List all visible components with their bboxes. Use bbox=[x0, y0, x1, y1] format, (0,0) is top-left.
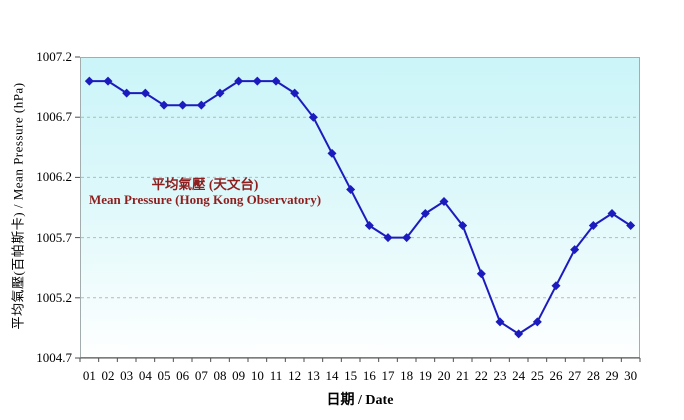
data-point-marker bbox=[607, 209, 617, 219]
x-tick-label: 13 bbox=[306, 368, 320, 383]
x-tick-label: 30 bbox=[624, 368, 638, 383]
y-tick-label: 1004.7 bbox=[36, 350, 72, 365]
data-point-marker bbox=[346, 184, 356, 194]
data-point-marker bbox=[327, 148, 337, 158]
x-tick-label: 10 bbox=[250, 368, 264, 383]
x-tick-label: 12 bbox=[288, 368, 302, 383]
data-point-marker bbox=[252, 76, 262, 86]
data-point-marker bbox=[588, 221, 598, 231]
data-point-marker bbox=[103, 76, 113, 86]
data-point-marker bbox=[234, 76, 244, 86]
x-axis-title: 日期 / Date bbox=[326, 393, 394, 408]
y-tick-label: 1006.7 bbox=[36, 109, 72, 125]
x-tick-label: 01 bbox=[82, 368, 96, 383]
data-point-marker bbox=[439, 196, 449, 206]
x-tick-label: 05 bbox=[157, 368, 171, 383]
y-tick-label: 1005.2 bbox=[36, 289, 72, 305]
data-point-marker bbox=[458, 221, 468, 231]
x-tick-label: 25 bbox=[530, 368, 544, 383]
x-tick-label: 17 bbox=[381, 368, 395, 383]
data-point-marker bbox=[364, 221, 374, 231]
x-tick-label: 04 bbox=[138, 368, 152, 383]
data-point-marker bbox=[308, 112, 318, 122]
x-tick-label: 19 bbox=[418, 368, 432, 383]
series-annotation: 平均氣壓 (天文台) Mean Pressure (Hong Kong Obse… bbox=[89, 177, 321, 207]
x-tick-label: 03 bbox=[120, 368, 134, 383]
data-point-marker bbox=[420, 209, 430, 219]
data-point-marker bbox=[551, 281, 561, 291]
x-tick-label: 21 bbox=[456, 368, 470, 383]
data-point-marker bbox=[290, 88, 300, 98]
y-tick-label: 1006.2 bbox=[36, 169, 72, 185]
x-tick-label: 14 bbox=[325, 368, 339, 383]
x-tick-label: 07 bbox=[194, 368, 208, 383]
data-point-marker bbox=[84, 76, 94, 86]
x-tick-label: 23 bbox=[493, 368, 507, 383]
data-point-marker bbox=[514, 329, 524, 339]
pressure-line bbox=[88, 80, 632, 335]
x-tick-label: 26 bbox=[549, 368, 563, 383]
x-tick-label: 06 bbox=[176, 368, 190, 383]
y-tick-label: 1005.7 bbox=[36, 229, 72, 245]
x-tick-label: 24 bbox=[512, 368, 526, 383]
annotation-line-zh: 平均氣壓 (天文台) bbox=[151, 177, 259, 192]
x-tick-label: 08 bbox=[213, 368, 227, 383]
x-tick-label: 29 bbox=[605, 368, 619, 383]
data-point-marker bbox=[140, 88, 150, 98]
x-tick-label: 16 bbox=[362, 368, 376, 383]
data-point-marker bbox=[383, 233, 393, 243]
annotation-line-en: Mean Pressure (Hong Kong Observatory) bbox=[88, 192, 322, 207]
data-point-marker bbox=[215, 88, 225, 98]
data-point-marker bbox=[196, 100, 206, 110]
data-point-marker bbox=[570, 245, 580, 255]
data-point-marker bbox=[271, 76, 281, 86]
x-tick-label: 18 bbox=[400, 368, 414, 383]
x-tick-label: 28 bbox=[586, 368, 600, 383]
x-tick-label: 20 bbox=[437, 368, 451, 383]
x-tick-label: 27 bbox=[568, 368, 582, 383]
data-point-marker bbox=[122, 88, 132, 98]
data-point-marker bbox=[402, 233, 412, 243]
data-point-marker bbox=[159, 100, 169, 110]
data-point-marker bbox=[178, 100, 188, 110]
x-tick-label: 09 bbox=[232, 368, 246, 383]
x-tick-label: 15 bbox=[344, 368, 358, 383]
y-tick-label: 1007.2 bbox=[36, 49, 72, 64]
x-tick-label: 11 bbox=[269, 368, 283, 383]
data-point-marker bbox=[476, 269, 486, 279]
data-point-marker bbox=[495, 317, 505, 327]
x-tick-label: 22 bbox=[474, 368, 488, 383]
data-point-marker bbox=[532, 317, 542, 327]
x-tick-label: 02 bbox=[101, 368, 115, 383]
data-point-marker bbox=[626, 221, 636, 231]
